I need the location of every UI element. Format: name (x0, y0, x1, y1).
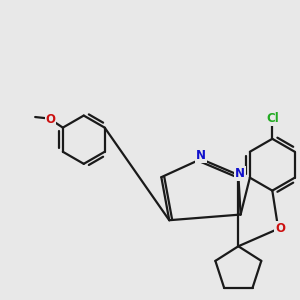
Text: N: N (235, 167, 245, 180)
Text: O: O (275, 222, 285, 235)
Text: Cl: Cl (266, 112, 279, 125)
Text: O: O (46, 113, 56, 126)
Text: N: N (196, 149, 206, 162)
